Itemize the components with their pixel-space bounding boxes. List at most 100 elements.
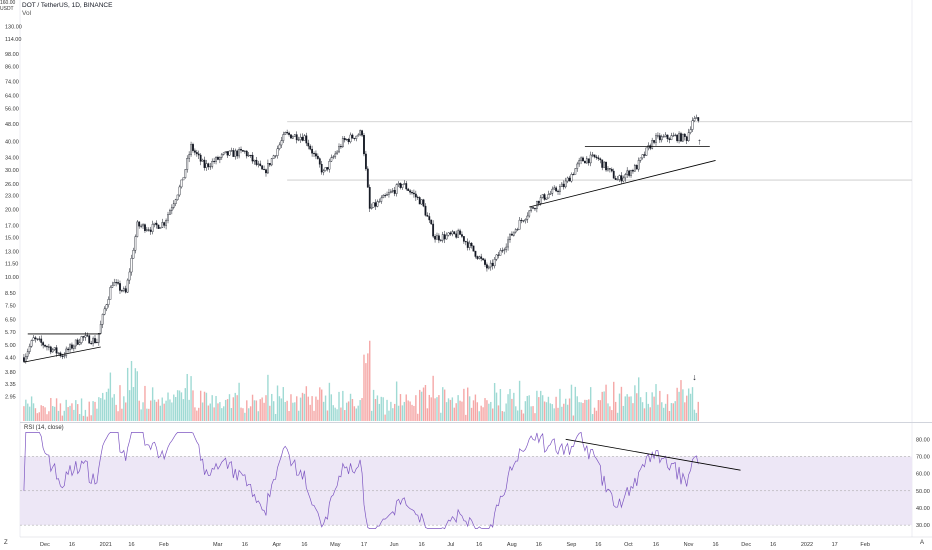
- price-tick-label: 5.70: [5, 330, 16, 336]
- autoscale-button[interactable]: A: [920, 540, 925, 546]
- volume-bar: [417, 413, 419, 421]
- candle-body: [167, 214, 169, 221]
- volume-bar: [301, 392, 304, 421]
- candle-body: [205, 163, 208, 168]
- candle-body: [413, 192, 415, 195]
- candle-body: [574, 168, 577, 175]
- candle-body: [689, 129, 692, 133]
- candle-body: [247, 154, 250, 157]
- candle-body: [211, 160, 214, 167]
- timezone-label[interactable]: Z: [4, 540, 8, 546]
- candle-body: [192, 144, 194, 151]
- candle-body: [38, 338, 41, 340]
- time-tick-label: Jun: [390, 542, 399, 548]
- candle-body: [593, 154, 596, 158]
- volume-bar: [509, 388, 511, 421]
- time-tick-label: Nov: [684, 542, 694, 548]
- volume-bar: [661, 402, 663, 421]
- candle-body: [643, 154, 646, 156]
- volume-bar: [103, 399, 106, 421]
- volume-bar: [288, 411, 290, 421]
- volume-bar: [455, 403, 457, 421]
- candle-body: [549, 193, 552, 195]
- volume-bar: [520, 409, 523, 421]
- candle-body: [49, 346, 52, 353]
- volume-bar: [130, 360, 133, 421]
- volume-bar: [488, 403, 490, 421]
- candle-body: [182, 177, 185, 181]
- volume-bar: [639, 397, 642, 421]
- candle-body: [195, 152, 198, 155]
- candle-body: [562, 183, 565, 188]
- volume-bar: [46, 414, 48, 421]
- time-tick-label: Oct: [624, 542, 633, 548]
- candle-body: [169, 210, 171, 215]
- candle-body: [395, 184, 398, 194]
- volume-bar: [115, 404, 117, 421]
- candle-body: [111, 285, 114, 288]
- volume-bar: [226, 399, 229, 421]
- candle-body: [645, 147, 648, 156]
- volume-bar: [69, 405, 71, 421]
- candle-body: [259, 163, 262, 166]
- candle-body: [236, 150, 239, 157]
- volume-bar: [240, 407, 242, 421]
- candle-body: [184, 169, 187, 178]
- candle-body: [376, 201, 379, 207]
- volume-bar: [232, 397, 235, 421]
- volume-bar: [299, 397, 302, 421]
- volume-bar: [88, 401, 90, 421]
- volume-bar: [482, 407, 484, 421]
- candle-body: [42, 342, 45, 346]
- candle-body: [430, 219, 433, 225]
- volume-bar: [347, 401, 350, 421]
- candle-body: [632, 170, 634, 172]
- volume-bar: [561, 406, 563, 421]
- candle-body: [664, 134, 667, 137]
- volume-bar: [142, 402, 144, 421]
- candle-body: [121, 290, 123, 292]
- candle-body: [501, 250, 504, 252]
- candle-body: [466, 241, 469, 248]
- candle-body: [63, 355, 66, 357]
- candle-body: [447, 232, 450, 236]
- volume-bar: [361, 398, 363, 421]
- candle-body: [386, 194, 388, 196]
- volume-bar: [134, 368, 137, 421]
- volume-bar: [90, 415, 92, 421]
- candle-body: [201, 159, 204, 162]
- volume-bar: [242, 408, 244, 421]
- volume-bar: [609, 406, 611, 421]
- volume-bar: [397, 405, 400, 421]
- candle-body: [341, 138, 344, 147]
- candle-body: [245, 150, 248, 157]
- candle-body: [347, 138, 350, 143]
- volume-bar: [384, 414, 386, 421]
- candle-body: [153, 222, 156, 225]
- volume-bar: [605, 384, 607, 421]
- time-tick-label: Jul: [447, 542, 454, 548]
- candle-body: [658, 135, 661, 141]
- symbol-title[interactable]: DOT / TetherUS, 1D, BINANCE: [22, 2, 113, 9]
- candle-body: [411, 192, 413, 194]
- volume-bar: [453, 407, 455, 421]
- candle-body: [140, 225, 143, 227]
- candle-body: [209, 166, 212, 168]
- time-tick-label: 16: [536, 542, 542, 548]
- candle-body: [57, 352, 60, 354]
- volume-bar: [344, 410, 346, 421]
- candle-body: [92, 338, 94, 344]
- volume-bar: [190, 376, 192, 421]
- price-tick-label: 8.50: [5, 291, 16, 297]
- candle-body: [288, 132, 290, 135]
- candle-body: [186, 158, 189, 170]
- volume-bar: [326, 410, 329, 421]
- volume-bar: [334, 407, 336, 421]
- candle-body: [570, 174, 573, 182]
- candle-body: [414, 193, 417, 198]
- candle-body: [119, 283, 121, 291]
- volume-bar: [186, 373, 188, 421]
- volume-bar: [622, 405, 625, 421]
- volume-bar: [261, 397, 263, 421]
